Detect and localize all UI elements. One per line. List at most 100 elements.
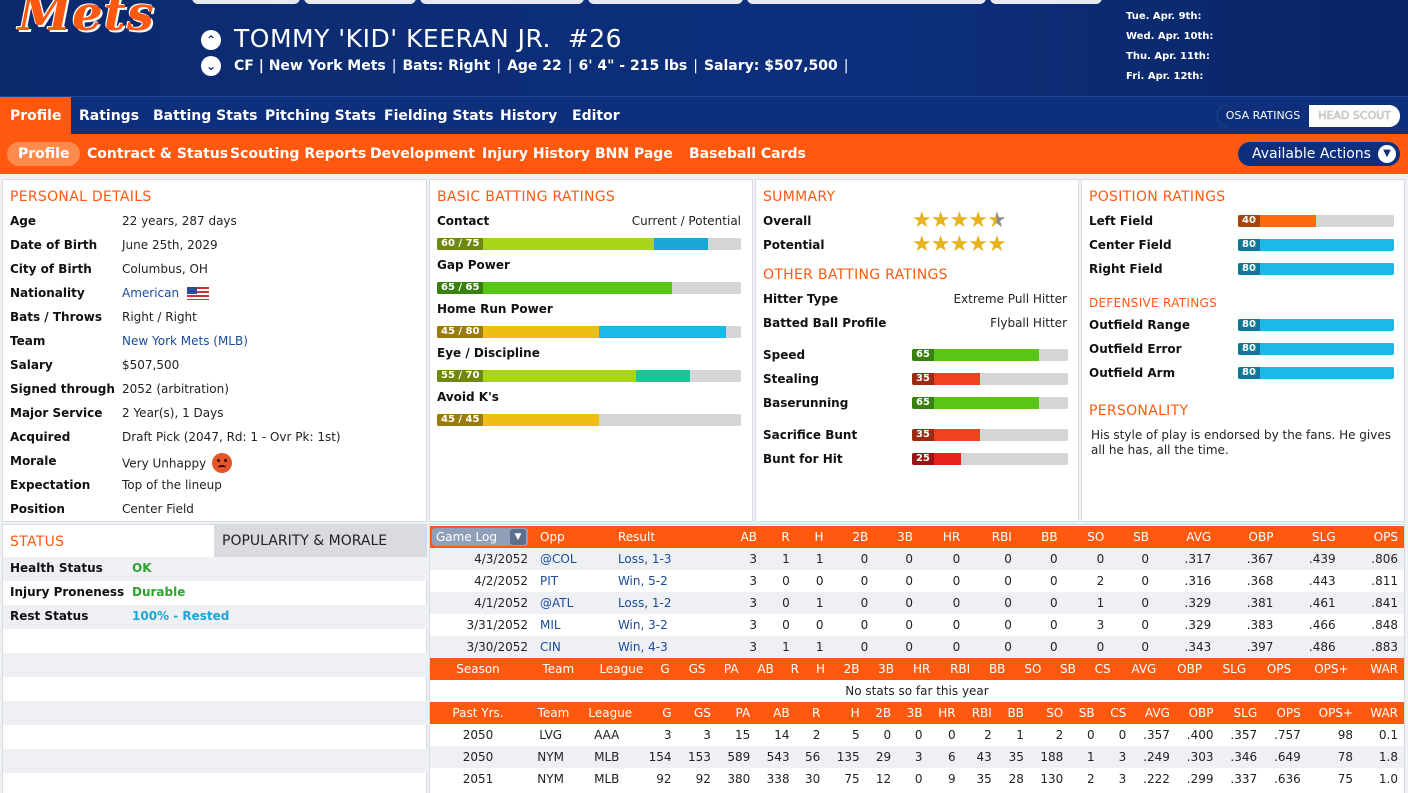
column-header[interactable]: AVG bbox=[1155, 526, 1218, 548]
column-header[interactable]: GS bbox=[677, 702, 717, 724]
column-header[interactable]: AVG bbox=[1116, 658, 1163, 680]
column-header[interactable]: PA bbox=[711, 658, 745, 680]
column-header[interactable]: BB bbox=[1017, 526, 1064, 548]
tab-history[interactable]: History bbox=[500, 108, 558, 124]
table-cell[interactable]: @COL bbox=[534, 548, 612, 570]
subtab-profile[interactable]: Profile bbox=[7, 142, 81, 166]
top-nav-button[interactable] bbox=[588, 0, 743, 4]
column-header[interactable]: SB bbox=[1110, 526, 1156, 548]
column-header[interactable]: AB bbox=[717, 526, 764, 548]
table-cell[interactable]: MIL bbox=[540, 618, 561, 632]
top-nav-button[interactable] bbox=[420, 0, 584, 4]
column-header[interactable]: SB bbox=[1047, 658, 1082, 680]
head-scout-option[interactable]: HEAD SCOUT bbox=[1309, 105, 1400, 127]
column-header[interactable]: 3B bbox=[865, 658, 901, 680]
status-tab[interactable]: STATUS bbox=[10, 534, 65, 550]
subtab-bnn-page[interactable]: BNN Page bbox=[595, 146, 673, 162]
popularity-morale-tab[interactable]: POPULARITY & MORALE bbox=[214, 525, 427, 557]
column-header[interactable]: R bbox=[763, 526, 796, 548]
subtab-injury-history[interactable]: Injury History bbox=[482, 146, 591, 162]
subtab-scouting-reports[interactable]: Scouting Reports bbox=[230, 146, 367, 162]
column-header[interactable]: Result bbox=[611, 526, 718, 548]
column-header[interactable]: R bbox=[795, 702, 827, 724]
personal-value-text[interactable]: New York Mets (MLB) bbox=[122, 334, 248, 348]
column-header[interactable]: HR bbox=[919, 526, 967, 548]
top-nav-button[interactable] bbox=[304, 0, 416, 4]
column-header[interactable]: SO bbox=[1029, 702, 1070, 724]
column-header[interactable]: RBI bbox=[936, 658, 977, 680]
osa-ratings-option[interactable]: OSA RATINGS bbox=[1216, 105, 1310, 127]
column-header[interactable]: 2B bbox=[831, 658, 866, 680]
column-header[interactable]: HR bbox=[928, 702, 962, 724]
table-cell[interactable]: Win, 5-2 bbox=[617, 574, 668, 588]
game-log-select[interactable]: Game Log ▼ bbox=[432, 528, 528, 546]
column-header[interactable]: 2B bbox=[865, 702, 898, 724]
column-header[interactable]: OBP bbox=[1217, 526, 1280, 548]
tab-pitching-stats[interactable]: Pitching Stats bbox=[265, 108, 376, 124]
column-header[interactable]: CS bbox=[1100, 702, 1133, 724]
table-cell[interactable]: @ATL bbox=[534, 592, 612, 614]
table-cell[interactable]: Win, 4-3 bbox=[611, 636, 718, 658]
column-header[interactable]: SO bbox=[1011, 658, 1048, 680]
tab-fielding-stats[interactable]: Fielding Stats bbox=[384, 108, 494, 124]
subtab-baseball-cards[interactable]: Baseball Cards bbox=[689, 146, 806, 162]
column-header[interactable]: HR bbox=[900, 658, 937, 680]
column-header[interactable]: Team bbox=[526, 658, 581, 680]
column-header[interactable]: BB bbox=[997, 702, 1030, 724]
subtab-contract-status[interactable]: Contract & Status bbox=[87, 146, 229, 162]
column-header[interactable]: Past Yrs. bbox=[430, 702, 526, 724]
column-header[interactable]: SO bbox=[1063, 526, 1111, 548]
column-header[interactable]: 3B bbox=[874, 526, 920, 548]
column-header[interactable]: League bbox=[575, 702, 639, 724]
column-header[interactable]: OPS bbox=[1252, 658, 1298, 680]
column-header[interactable]: OPS bbox=[1341, 526, 1404, 548]
table-cell[interactable]: PIT bbox=[540, 574, 559, 588]
top-nav-button[interactable] bbox=[747, 0, 986, 4]
table-cell[interactable]: Loss, 1-3 bbox=[611, 548, 718, 570]
column-header[interactable]: RBI bbox=[966, 526, 1018, 548]
column-header[interactable]: Team bbox=[526, 702, 576, 724]
column-header[interactable]: G bbox=[649, 658, 676, 680]
column-header[interactable]: League bbox=[580, 658, 650, 680]
column-header[interactable]: CS bbox=[1081, 658, 1117, 680]
column-header[interactable]: OBP bbox=[1162, 658, 1209, 680]
personal-value-text[interactable]: American bbox=[122, 286, 180, 300]
tab-ratings[interactable]: Ratings bbox=[79, 108, 140, 124]
column-header[interactable]: 3B bbox=[897, 702, 929, 724]
column-header[interactable]: OBP bbox=[1175, 702, 1220, 724]
table-cell[interactable]: Win, 3-2 bbox=[617, 618, 668, 632]
column-header[interactable]: SLG bbox=[1279, 526, 1342, 548]
table-cell[interactable]: Loss, 1-2 bbox=[611, 592, 718, 614]
top-nav-button[interactable] bbox=[990, 0, 1102, 4]
column-header[interactable]: H bbox=[826, 702, 866, 724]
top-nav-button[interactable] bbox=[192, 0, 300, 4]
column-header[interactable]: AB bbox=[756, 702, 796, 724]
ratings-source-toggle[interactable]: OSA RATINGS HEAD SCOUT bbox=[1216, 105, 1400, 127]
column-header[interactable]: WAR bbox=[1359, 702, 1404, 724]
tab-editor[interactable]: Editor bbox=[572, 108, 620, 124]
column-header[interactable]: GS bbox=[675, 658, 712, 680]
column-header[interactable]: OPS+ bbox=[1297, 658, 1355, 680]
column-header[interactable]: WAR bbox=[1354, 658, 1404, 680]
chevron-up-icon[interactable]: ⌃ bbox=[201, 30, 221, 50]
table-cell[interactable]: CIN bbox=[534, 636, 612, 658]
column-header[interactable]: BB bbox=[976, 658, 1012, 680]
subtab-development[interactable]: Development bbox=[370, 146, 475, 162]
tab-batting-stats[interactable]: Batting Stats bbox=[153, 108, 258, 124]
column-header[interactable]: RBI bbox=[961, 702, 998, 724]
column-header[interactable]: SLG bbox=[1208, 658, 1253, 680]
column-header[interactable]: H bbox=[804, 658, 831, 680]
column-header[interactable]: AVG bbox=[1132, 702, 1176, 724]
column-header[interactable]: Opp bbox=[534, 526, 612, 548]
column-header[interactable]: OPS+ bbox=[1306, 702, 1360, 724]
column-header[interactable]: Season bbox=[430, 658, 526, 680]
column-header[interactable]: 2B bbox=[829, 526, 875, 548]
column-header[interactable]: SLG bbox=[1219, 702, 1264, 724]
chevron-down-icon[interactable]: ⌄ bbox=[201, 56, 221, 76]
available-actions-dropdown[interactable]: Available Actions ▼ bbox=[1238, 142, 1400, 166]
column-header[interactable]: R bbox=[779, 658, 805, 680]
column-header[interactable]: AB bbox=[744, 658, 780, 680]
column-header[interactable]: PA bbox=[716, 702, 757, 724]
column-header[interactable]: OPS bbox=[1263, 702, 1307, 724]
column-header[interactable]: H bbox=[795, 526, 830, 548]
